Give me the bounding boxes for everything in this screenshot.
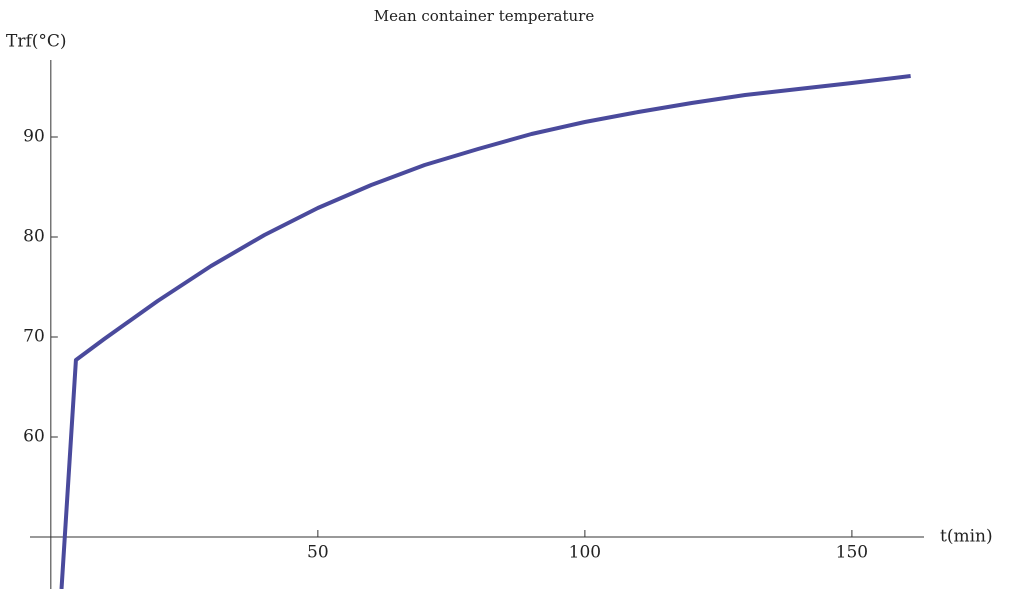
- x-axis-label: t(min): [940, 527, 993, 547]
- line-series: [59, 74, 911, 589]
- x-tick-label: 50: [307, 543, 329, 563]
- y-axis-label: Trf(°C): [6, 32, 67, 52]
- x-tick-label: 100: [569, 543, 601, 563]
- x-tick-label: 150: [836, 543, 868, 563]
- y-tick-label: 80: [23, 227, 45, 247]
- chart-title: Mean container temperature: [374, 7, 595, 25]
- y-tick-label: 60: [23, 427, 45, 447]
- y-tick-label: 90: [23, 127, 45, 147]
- y-tick-label: 70: [23, 327, 45, 347]
